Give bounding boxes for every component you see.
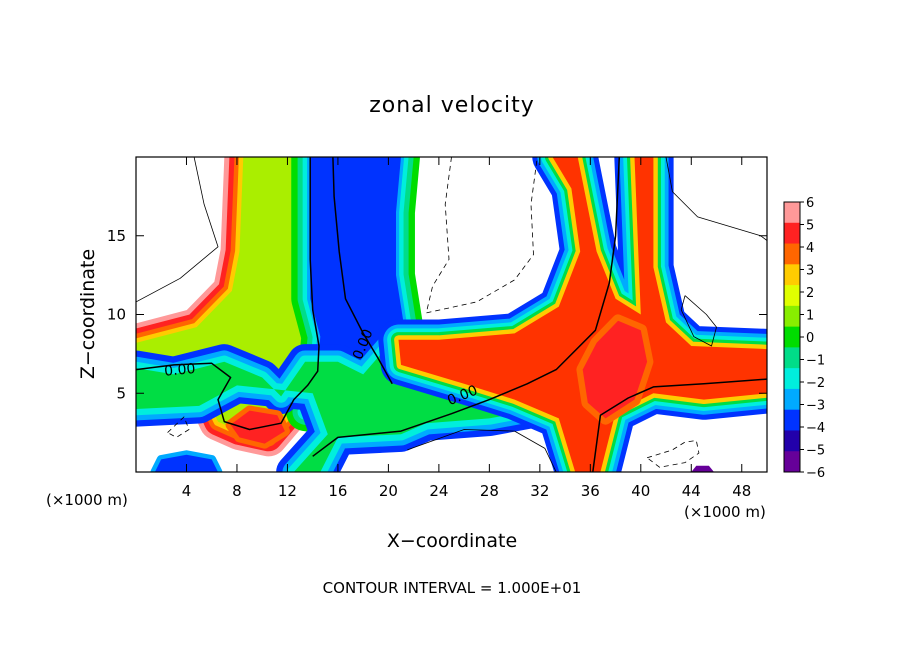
colorbar-label: −6 [806,466,825,481]
colorbar-swatch [784,202,800,224]
feature-layer [398,157,767,472]
x-tick-label: 28 [480,482,499,500]
feature-rotor-left [150,450,223,472]
colorbar-label: −5 [806,444,825,459]
colorbar-label: 3 [806,264,814,279]
contour-dash-right [646,440,700,468]
feature-lobe-warm [225,405,290,449]
x-tick-label: 20 [379,482,398,500]
colorbar-swatch [784,243,800,265]
colorbar-label: −3 [806,399,825,414]
colorbar-swatch [784,264,800,286]
colorbar-swatch [784,409,800,431]
y-tick-label: 15 [107,227,126,245]
colorbar-swatch [784,388,800,411]
colorbar-swatch [784,222,800,245]
contour-zero-right [592,378,767,472]
x-tick-label: 24 [429,482,448,500]
colorbar-swatch [784,368,800,390]
x-axis-ticks: 4 8 12 16 20 24 28 32 36 40 44 48 [182,157,751,500]
x-tick-label: 16 [328,482,347,500]
colorbar-swatch [784,305,800,328]
x-tick-label: 36 [581,482,600,500]
x-tick-label: 32 [530,482,549,500]
x-axis-label: X−coordinate [387,530,517,552]
colorbar-label: 5 [806,219,814,234]
velocity-field [136,157,767,472]
contour-zero-left [136,157,320,431]
feature-layer [154,454,218,472]
contour-dash-left [167,416,190,438]
colorbar: 6 5 4 3 2 1 0 −1 −2 −3 −4 −5 −6 [783,196,825,481]
colorbar-label: −1 [806,354,825,369]
y-tick-label: 10 [107,306,126,324]
colorbar-swatch [784,451,800,473]
contour-thin-right [665,157,767,241]
feature-layer [582,320,648,419]
colorbar-label: 2 [806,286,814,301]
colorbar-label: −2 [806,376,825,391]
colorbar-swatch [784,285,800,307]
contour-zero-lower [312,157,621,457]
colorbar-label: 1 [806,309,814,324]
x-tick-label: 48 [732,482,751,500]
x-tick-label: 4 [182,482,192,500]
feature-rotor-right [691,465,714,472]
colorbar-label: 6 [806,196,814,211]
contour-lines [136,157,767,472]
x-tick-label: 40 [631,482,650,500]
contour-thin-left [136,157,219,303]
contour-label: 0.00 [164,361,196,380]
colorbar-swatch [784,430,800,452]
x-tick-label: 12 [278,482,297,500]
colorbar-label: 4 [806,241,814,256]
x-unit-right: (×1000 m) [684,503,766,521]
y-axis-ticks: 5 10 15 [107,227,767,402]
chart-title: zonal velocity [369,93,535,118]
x-unit-left: (×1000 m) [46,491,128,509]
colorbar-label: 0 [806,331,814,346]
x-tick-label: 44 [682,482,701,500]
feature-layer [230,410,285,444]
colorbar-swatch [784,326,800,348]
feature-layer [691,465,714,472]
contour-zero-mid [332,157,393,385]
y-axis-label: Z−coordinate [77,249,99,379]
y-tick-label: 5 [116,384,126,402]
contour-thin-loop [680,295,717,347]
contour-thin-bottom [407,429,557,472]
colorbar-swatch [784,347,800,369]
feature-warm-core [576,314,654,425]
contour-interval-note: CONTOUR INTERVAL = 1.000E+01 [323,579,582,597]
colorbar-label: −4 [806,421,825,436]
x-tick-label: 8 [232,482,242,500]
contour-dash-mid [425,157,538,314]
